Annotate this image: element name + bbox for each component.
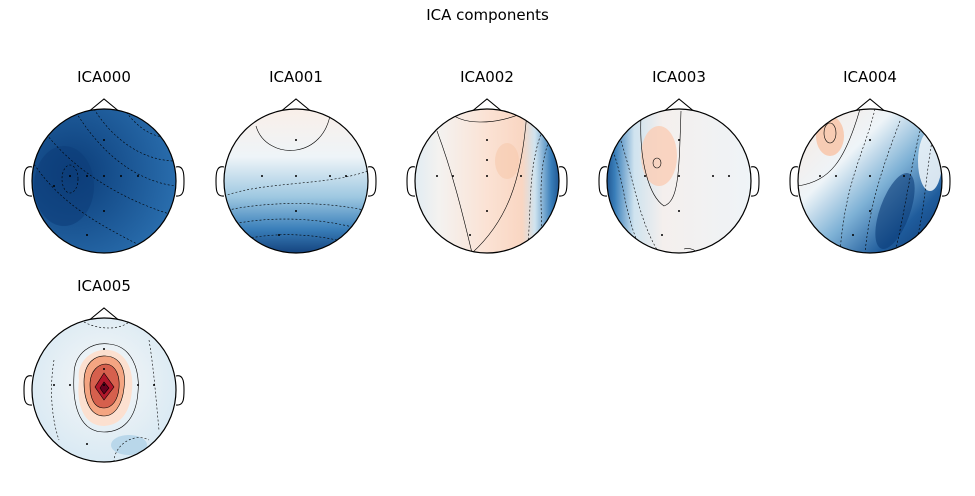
figure-title: ICA components <box>426 6 549 24</box>
component-title-ica004: ICA004 <box>843 68 897 86</box>
topomap-ica000 <box>23 98 185 254</box>
component-title-ica005: ICA005 <box>77 277 131 295</box>
component-title-ica003: ICA003 <box>652 68 706 86</box>
topomap-ica005 <box>23 307 185 463</box>
component-title-ica000: ICA000 <box>77 68 131 86</box>
topomap-ica003 <box>598 98 760 254</box>
topomap-ica001 <box>215 98 377 254</box>
component-title-ica002: ICA002 <box>460 68 514 86</box>
topomap-ica004 <box>789 98 951 254</box>
component-title-ica001: ICA001 <box>269 68 323 86</box>
topomap-ica002 <box>406 98 568 254</box>
